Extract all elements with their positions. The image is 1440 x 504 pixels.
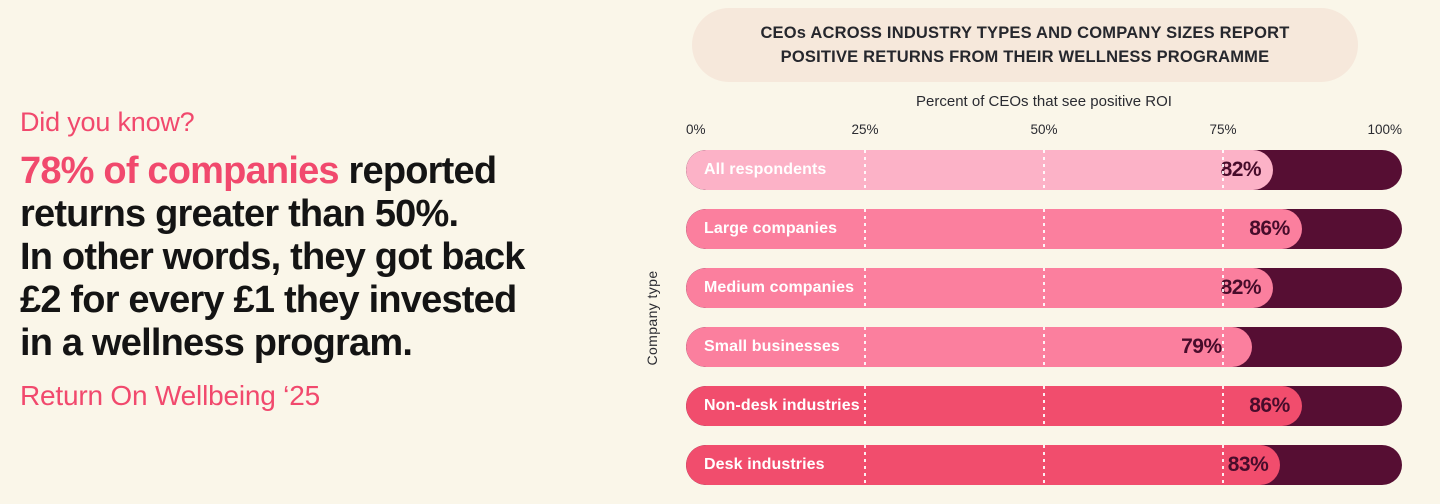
gridline-75	[1222, 445, 1224, 485]
gridline-25	[864, 327, 866, 367]
bar-value-label: 82%	[1220, 276, 1262, 299]
bar-category-label: All respondents	[704, 161, 827, 178]
gridline-50	[1043, 386, 1045, 426]
gridline-50	[1043, 268, 1045, 308]
gridline-75	[1222, 209, 1224, 249]
headline-highlight: 78% of companies	[20, 150, 340, 192]
x-tick-75: 75%	[1209, 122, 1237, 137]
bar-fill: Medium companies 82%	[686, 268, 1274, 308]
gridline-50	[1043, 327, 1045, 367]
bar-category-label: Desk industries	[704, 456, 825, 473]
bar-fill: Desk industries 83%	[686, 445, 1281, 485]
bar-fill: All respondents 82%	[686, 150, 1274, 190]
bar-row-non-desk-industries: Non-desk industries 86%	[686, 386, 1402, 426]
headline-line2: returns greater than 50%.	[20, 193, 459, 235]
headline-line5: in a wellness program.	[20, 322, 413, 364]
chart-subtitle: Percent of CEOs that see positive ROI	[916, 93, 1172, 110]
headline-after-highlight: reported	[338, 150, 498, 192]
bar-fill: Non-desk industries 86%	[686, 386, 1302, 426]
bar-row-small-businesses: Small businesses 79%	[686, 327, 1402, 367]
bar-fill: Small businesses 79%	[686, 327, 1252, 367]
bar-value-label: 86%	[1249, 217, 1290, 240]
bar-row-all-respondents: All respondents 82%	[686, 150, 1402, 190]
chart-title-line1: CEOs ACROSS INDUSTRY TYPES AND COMPANY S…	[760, 24, 1290, 42]
bar-value-label: 79%	[1181, 335, 1222, 358]
gridline-25	[864, 386, 866, 426]
gridline-25	[864, 445, 866, 485]
headline-line3: In other words, they got back	[20, 236, 525, 278]
chart-title-pill: CEOs ACROSS INDUSTRY TYPES AND COMPANY S…	[692, 8, 1358, 82]
bar-value-label: 82%	[1220, 158, 1262, 181]
gridline-75	[1222, 386, 1224, 426]
bar-fill: Large companies 86%	[686, 209, 1302, 249]
bar-category-label: Small businesses	[704, 338, 840, 355]
bar-category-label: Non-desk industries	[704, 397, 860, 414]
x-axis: 0% 25% 50% 75% 100%	[686, 122, 1402, 138]
bar-row-desk-industries: Desk industries 83%	[686, 445, 1402, 485]
gridline-50	[1043, 445, 1045, 485]
y-axis-label: Company type	[644, 270, 660, 366]
plot-area: All respondents 82% Large companies 86% …	[686, 150, 1402, 504]
bar-category-label: Medium companies	[704, 279, 855, 296]
x-tick-50: 50%	[1030, 122, 1058, 137]
x-tick-0: 0%	[686, 122, 706, 137]
bar-value-label: 86%	[1249, 394, 1290, 417]
gridline-75	[1222, 150, 1224, 190]
eyebrow-text: Did you know?	[20, 107, 195, 137]
gridline-75	[1222, 268, 1224, 308]
gridline-25	[864, 268, 866, 308]
gridline-50	[1043, 150, 1045, 190]
x-tick-25: 25%	[851, 122, 879, 137]
bar-row-medium-companies: Medium companies 82%	[686, 268, 1402, 308]
bar-row-large-companies: Large companies 86%	[686, 209, 1402, 249]
chart-title-line2: POSITIVE RETURNS FROM THEIR WELLNESS PRO…	[780, 48, 1270, 66]
gridline-25	[864, 150, 866, 190]
bar-category-label: Large companies	[704, 220, 838, 237]
gridline-75	[1222, 327, 1224, 367]
bar-value-label: 83%	[1227, 453, 1269, 476]
x-tick-100: 100%	[1367, 122, 1402, 137]
headline: 78% of companies reported returns greate…	[20, 150, 645, 365]
headline-line4: £2 for every £1 they invested	[20, 279, 517, 321]
source-citation: Return On Wellbeing ‘25	[20, 380, 320, 411]
gridline-25	[864, 209, 866, 249]
gridline-50	[1043, 209, 1045, 249]
